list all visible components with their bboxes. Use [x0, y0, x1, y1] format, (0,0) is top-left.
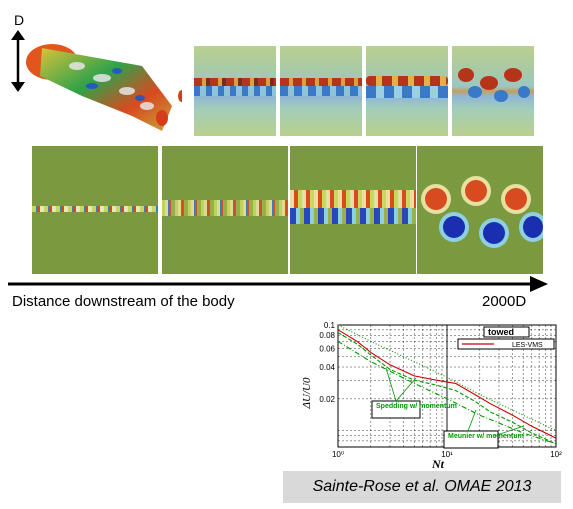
decay-chart: 0.10.08 0.06 0.04 0.02 10⁰ 10¹ 10² towed LES-…: [301, 321, 562, 470]
y-tick-label: 0.08: [319, 331, 335, 340]
bottom-panel-3: [290, 146, 416, 274]
y-axis-title: ΔU/U0: [301, 377, 313, 409]
series-line-2: [337, 340, 557, 445]
y-tick-label: 0.1: [324, 321, 336, 330]
x-tick-label: 10²: [550, 450, 562, 459]
x-tick-label: 10⁰: [332, 450, 344, 459]
top-panel-1: [194, 46, 276, 136]
annotation-box-meunier: [443, 430, 499, 449]
bottom-panel-1: [32, 146, 158, 274]
series-line-0: [337, 329, 557, 439]
double-arrow-icon: [11, 30, 25, 92]
series-line-3: [337, 324, 557, 432]
citation-box: Sainte-Rose et al. OMAE 2013: [283, 471, 561, 503]
y-tick-label: 0.06: [319, 344, 335, 353]
bottom-panel-4: [417, 146, 543, 274]
distance-caption: Distance downstream of the body: [12, 293, 235, 310]
annotation-arrow-spedding: [385, 367, 397, 402]
x-axis-title: Nt: [431, 457, 445, 470]
top-panel-2: [280, 46, 362, 136]
downstream-arrow-icon: [8, 276, 548, 292]
top-panel-3: [366, 46, 448, 136]
legend-entry-les: LES-VMS: [512, 342, 543, 349]
dimension-label: D: [14, 12, 25, 28]
annotation-meunier: Meunier w/ momentum: [448, 433, 524, 440]
x-tick-label: 10¹: [441, 450, 453, 459]
y-tick-label: 0.04: [319, 363, 335, 372]
annotation-arrow-meunier: [467, 409, 477, 432]
series-line-1: [337, 332, 557, 445]
annotation-arrow-spedding-2: [395, 377, 417, 402]
legend-title-box: [483, 326, 530, 338]
wake-3d-render: [26, 44, 182, 131]
distance-end-label: 2000D: [482, 293, 527, 310]
y-tick-label: 0.02: [319, 395, 335, 404]
bottom-panel-2: [162, 146, 288, 274]
legend-title: towed: [488, 327, 514, 337]
legend-box: [457, 338, 555, 350]
citation-text: Sainte-Rose et al. OMAE 2013: [312, 478, 532, 495]
annotation-spedding: Spedding w/ momentum: [376, 403, 457, 410]
annotation-arrow-meunier-2: [493, 425, 525, 437]
top-panel-4: [452, 46, 534, 136]
